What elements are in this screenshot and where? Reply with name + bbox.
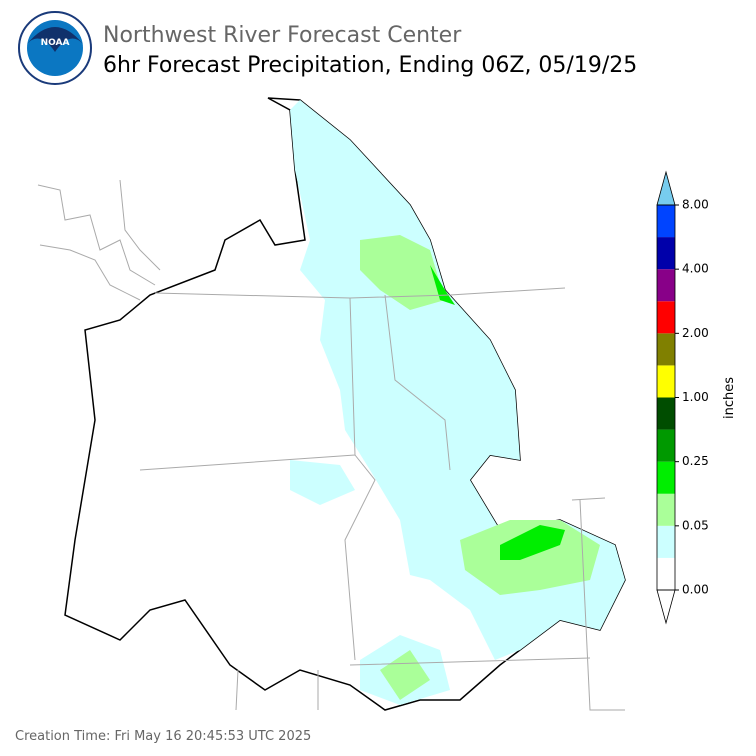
colorbar-segment [657,397,675,430]
title: Northwest River Forecast Center [103,23,462,48]
colorbar-tick-label: 2.00 [682,326,709,340]
precip-moderate [360,235,600,700]
map [37,97,626,711]
colorbar: 0.00 0.05 0.25 1.00 2.00 4.00 8.00 [656,170,709,625]
creation-time: Creation Time: Fri May 16 20:45:53 UTC 2… [15,729,311,744]
colorbar-segment [657,461,675,494]
colorbar-over [656,170,676,206]
colorbar-segment [657,557,675,590]
colorbar-segment [657,525,675,558]
colorbar-segment [657,333,675,366]
colorbar-tick-label: 0.05 [682,518,709,532]
colorbar-tick-label: 4.00 [682,262,709,276]
colorbar-tick-label: 0.00 [682,583,709,597]
colorbar-segment [657,237,675,270]
colorbar-tick-label: 1.00 [682,390,709,404]
colorbar-segment [657,269,675,302]
colorbar-segment [657,365,675,398]
colorbar-segment [657,205,675,238]
colorbar-tick-label: 0.25 [682,454,709,468]
svg-text:NOAA: NOAA [41,38,70,48]
colorbar-under [656,589,676,625]
colorbar-label: inches [722,377,737,419]
colorbar-segment [657,493,675,526]
colorbar-segment [657,301,675,334]
precip-heavy [430,265,565,560]
colorbar-segment [657,429,675,462]
colorbar-tick-label: 8.00 [682,198,709,212]
subtitle: 6hr Forecast Precipitation, Ending 06Z, … [103,53,637,78]
noaa-logo: NOAA [18,11,92,85]
